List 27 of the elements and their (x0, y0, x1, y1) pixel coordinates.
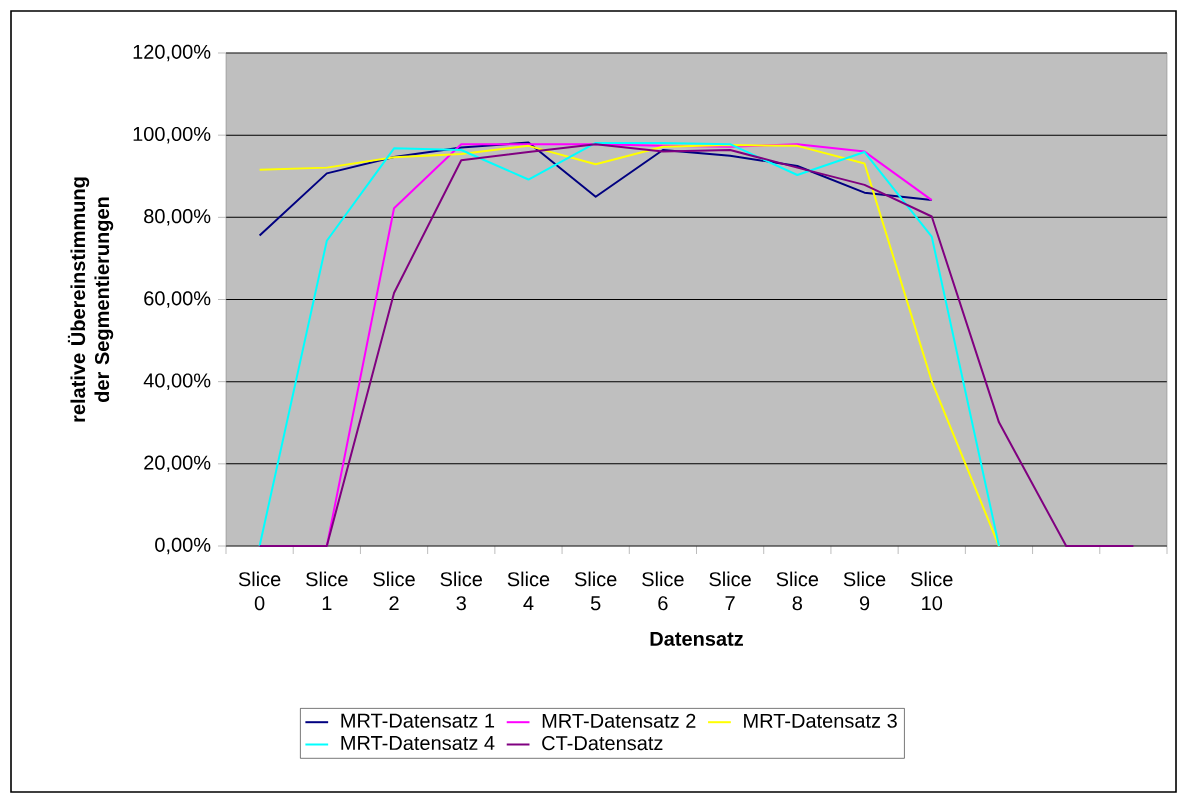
legend-label: CT-Datensatz (542, 736, 663, 751)
y-tick-label: 120,00% (133, 44, 211, 62)
line-series (258, 141, 933, 237)
y-tick-label: 20,00% (144, 455, 211, 473)
x-axis-title: Datensatz (650, 631, 743, 646)
x-tick-label: Slice 7 (709, 571, 751, 611)
y-tick-label: 100,00% (133, 126, 211, 144)
y-axis-title: relative Übereinstimmung der Segmentierungen (67, 177, 114, 422)
y-tick-label: 40,00% (143, 373, 211, 390)
legend-label: MRT-Datensatz 2 (542, 713, 696, 728)
legend-label: MRT-Datensatz 4 (341, 736, 495, 751)
x-tick-label: Slice 5 (574, 571, 617, 611)
y-tick-label: 80,00% (144, 209, 211, 226)
x-tick-label: Slice 6 (642, 571, 684, 611)
x-tick-label: Slice 9 (843, 571, 886, 611)
x-tick-label: Slice 4 (507, 571, 550, 611)
x-tick-label: Slice 0 (238, 571, 281, 611)
x-tick-label: Slice 10 (910, 571, 953, 611)
y-tick-label: 60,00% (144, 291, 211, 308)
x-tick-label: Slice 1 (306, 571, 348, 611)
x-tick-label: Slice 2 (373, 571, 415, 611)
legend-label: MRT-Datensatz 3 (744, 713, 897, 728)
line-series (258, 143, 1135, 547)
y-tick-label: 0,00% (155, 537, 211, 555)
x-tick-label: Slice 8 (776, 571, 819, 611)
x-tick-label: Slice 3 (440, 571, 483, 611)
legend-label: MRT-Datensatz 1 (341, 713, 495, 728)
